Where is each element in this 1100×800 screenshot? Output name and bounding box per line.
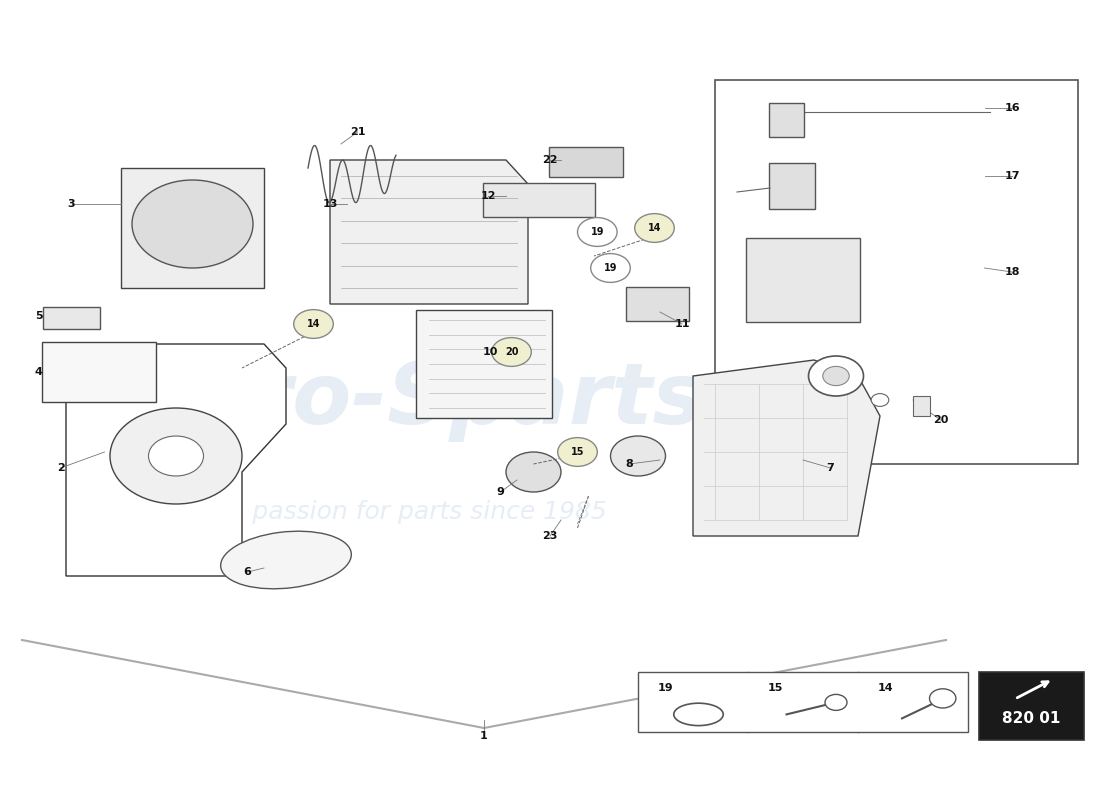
FancyBboxPatch shape <box>549 147 623 177</box>
Polygon shape <box>121 168 264 288</box>
FancyBboxPatch shape <box>979 672 1084 740</box>
Text: 5: 5 <box>35 311 42 321</box>
Text: 21: 21 <box>350 127 365 137</box>
Ellipse shape <box>673 703 724 726</box>
Text: 18: 18 <box>1004 267 1020 277</box>
Text: 10: 10 <box>483 347 498 357</box>
Text: 3: 3 <box>68 199 75 209</box>
Text: 17: 17 <box>1004 171 1020 181</box>
Circle shape <box>825 694 847 710</box>
Circle shape <box>132 180 253 268</box>
Text: 16: 16 <box>1004 103 1020 113</box>
FancyBboxPatch shape <box>746 238 860 322</box>
Circle shape <box>506 452 561 492</box>
FancyBboxPatch shape <box>483 183 595 217</box>
Text: 20: 20 <box>505 347 518 357</box>
Circle shape <box>610 436 665 476</box>
Circle shape <box>635 214 674 242</box>
Circle shape <box>558 438 597 466</box>
Text: 14: 14 <box>307 319 320 329</box>
FancyBboxPatch shape <box>715 80 1078 464</box>
Text: 8: 8 <box>625 459 634 469</box>
Circle shape <box>110 408 242 504</box>
Text: 22: 22 <box>542 155 558 165</box>
Circle shape <box>823 366 849 386</box>
Text: 14: 14 <box>648 223 661 233</box>
Text: 23: 23 <box>542 531 558 541</box>
Text: 19: 19 <box>604 263 617 273</box>
FancyBboxPatch shape <box>638 672 968 732</box>
Polygon shape <box>330 160 528 304</box>
FancyBboxPatch shape <box>626 287 689 321</box>
Text: 1: 1 <box>480 731 488 741</box>
Polygon shape <box>693 360 880 536</box>
Ellipse shape <box>221 531 351 589</box>
FancyBboxPatch shape <box>43 307 100 329</box>
Text: 15: 15 <box>768 683 783 693</box>
FancyBboxPatch shape <box>913 396 930 416</box>
Text: 7: 7 <box>826 463 835 473</box>
Text: 19: 19 <box>658 683 673 693</box>
Circle shape <box>808 356 864 396</box>
Text: 820 01: 820 01 <box>1002 710 1060 726</box>
FancyBboxPatch shape <box>769 163 815 209</box>
Text: 14: 14 <box>878 683 893 693</box>
Text: 15: 15 <box>571 447 584 457</box>
Polygon shape <box>66 344 286 576</box>
Circle shape <box>294 310 333 338</box>
Text: 6: 6 <box>243 567 252 577</box>
Text: 2: 2 <box>56 463 65 473</box>
Circle shape <box>492 338 531 366</box>
FancyBboxPatch shape <box>416 310 552 418</box>
Circle shape <box>591 254 630 282</box>
FancyBboxPatch shape <box>769 103 804 137</box>
Circle shape <box>871 394 889 406</box>
Text: 11: 11 <box>674 319 690 329</box>
Text: 19: 19 <box>591 227 604 237</box>
Text: 13: 13 <box>322 199 338 209</box>
Text: 20: 20 <box>933 415 948 425</box>
FancyBboxPatch shape <box>42 342 156 402</box>
Circle shape <box>148 436 204 476</box>
Circle shape <box>930 689 956 708</box>
Circle shape <box>578 218 617 246</box>
Text: 4: 4 <box>34 367 43 377</box>
Text: euro­Sparts: euro­Sparts <box>131 358 705 442</box>
Text: a passion for parts since 1985: a passion for parts since 1985 <box>229 500 607 524</box>
Text: 9: 9 <box>496 487 505 497</box>
Text: 12: 12 <box>481 191 496 201</box>
